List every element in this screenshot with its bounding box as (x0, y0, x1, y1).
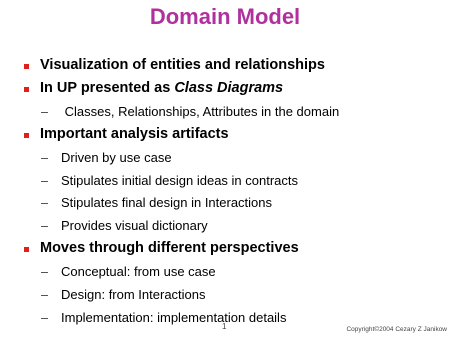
bullet-marker (24, 86, 29, 92)
bullet-text: Moves through different perspectives (40, 241, 299, 256)
sub-bullet-text: Conceptual: from use case (61, 264, 216, 280)
sub-bullet-marker (41, 272, 48, 274)
sub-bullet-marker (41, 203, 48, 205)
sub-bullet-marker (41, 180, 48, 182)
page-number: 1 (222, 322, 227, 331)
sub-bullet-marker (41, 111, 48, 113)
bullet-text: Visualization of entities and relationsh… (40, 58, 325, 73)
sub-bullet-text: Stipulates final design in Interactions (61, 195, 273, 211)
bullet-marker (24, 247, 29, 253)
sub-bullet-text: Driven by use case (61, 149, 172, 165)
sub-bullet-marker (41, 295, 48, 296)
bullet-text: Important analysis artifacts (40, 125, 229, 142)
bullet-marker (24, 64, 29, 69)
bullet-marker (24, 132, 29, 138)
bullet-text-part: Moves through different perspectives (40, 240, 299, 257)
sub-bullet-text: Classes, Relationships, Attributes in th… (61, 103, 340, 119)
copyright: Copyright©2004 Cezary Z Janikow (346, 326, 447, 333)
sub-bullet-marker (41, 317, 48, 319)
bullet-text-part: Important analysis artifacts (40, 125, 229, 142)
bullet-text-part: Visualization of entities and relationsh… (40, 57, 325, 73)
sub-bullet-marker (41, 226, 48, 228)
sub-bullet-text: Design: from Interactions (61, 287, 206, 302)
bullet-text-part: In UP presented as (40, 79, 175, 96)
slide-title: Domain Model (149, 4, 301, 29)
sub-bullet-text: Provides visual dictionary (61, 218, 208, 234)
sub-bullet-text: Stipulates initial design ideas in contr… (61, 172, 299, 188)
sub-bullet-marker (41, 157, 48, 159)
bullet-text-part: Class Diagrams (174, 79, 284, 96)
bullet-text: In UP presented as Class Diagrams (40, 81, 283, 96)
sub-bullet-text: Implementation: implementation details (61, 309, 287, 325)
